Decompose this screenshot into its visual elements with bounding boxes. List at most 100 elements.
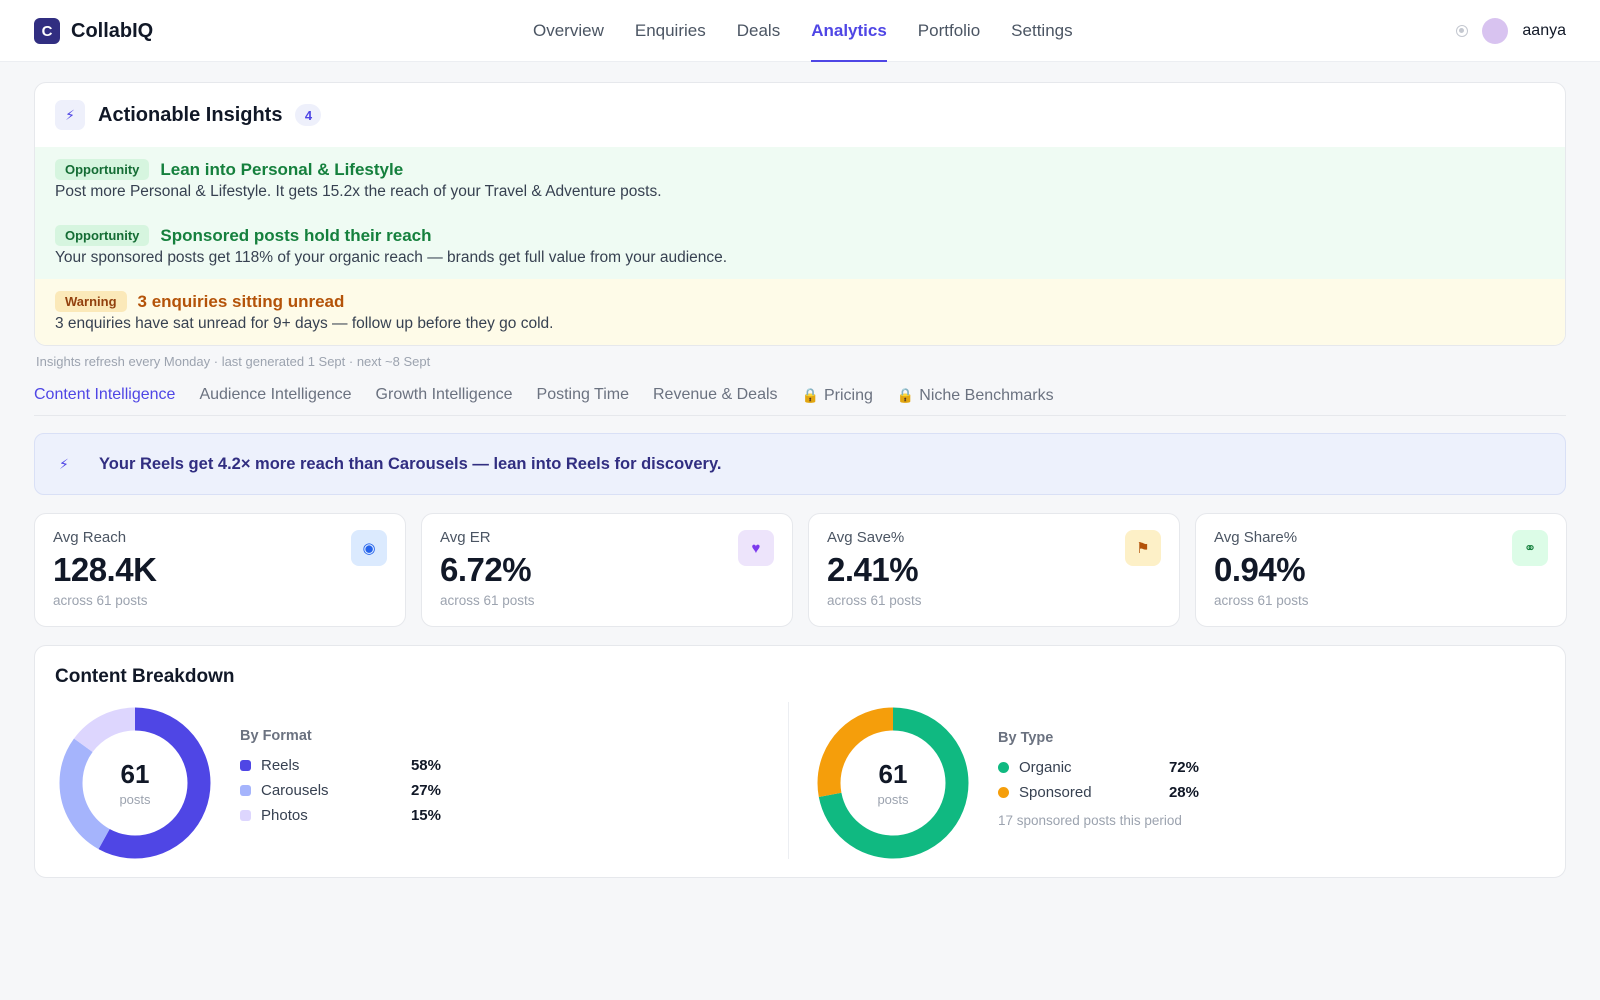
tab-niche-benchmarks-label: Niche Benchmarks — [919, 387, 1054, 404]
username[interactable]: aanya — [1522, 22, 1566, 39]
insights-refresh-note: Insights refresh every Monday · last gen… — [36, 354, 431, 369]
lock-icon: 🔒 — [801, 387, 819, 403]
type-total: 61 — [878, 759, 908, 789]
insight-title: Lean into Personal & Lifestyle — [160, 159, 404, 179]
legend-swatch — [240, 785, 251, 796]
format-legend: By Format Reels 58% Carousels 27% Photos… — [240, 728, 441, 828]
format-total: 61 — [120, 759, 150, 789]
content-breakdown-card: Content Breakdown 61 posts By Format Ree… — [34, 645, 1566, 878]
link-icon: ⚭ — [1512, 530, 1548, 566]
type-donut-svg — [817, 707, 969, 859]
tab-audience-intelligence[interactable]: Audience Intelligence — [199, 386, 352, 403]
theme-toggle-icon[interactable] — [1456, 25, 1469, 37]
lock-icon: 🔒 — [896, 387, 915, 403]
tab-posting-time[interactable]: Posting Time — [536, 386, 629, 403]
legend-swatch — [998, 762, 1009, 773]
stat-card-avg-er: Avg ER 6.72% across 61 posts ♥ — [421, 513, 793, 627]
target-icon: ◉ — [351, 530, 387, 566]
insight-banner: ⚡ Your Reels get 4.2× more reach than Ca… — [34, 433, 1566, 495]
brand-name: CollabIQ — [71, 19, 154, 42]
insights-count-badge: 4 — [295, 104, 322, 126]
stat-label: Avg Share% — [1214, 529, 1298, 546]
legend-swatch — [998, 787, 1009, 798]
type-legend: By Type Organic 72% Sponsored 28% 17 spo… — [998, 730, 1199, 828]
opportunity-tag: Opportunity — [55, 225, 150, 246]
top-nav-bar: C CollabIQ Overview Enquiries Deals Anal… — [0, 0, 1600, 62]
tab-pricing[interactable]: 🔒 Pricing — [802, 374, 873, 415]
stat-label: Avg ER — [440, 529, 491, 546]
format-slice-photos — [59, 707, 211, 859]
warning-tag: Warning — [55, 291, 127, 312]
format-donut-svg — [59, 707, 211, 859]
nav-enquiries[interactable]: Enquiries — [634, 21, 706, 40]
banner-text: Your Reels get 4.2× more reach than Caro… — [99, 454, 722, 473]
format-donut-chart: 61 posts — [55, 703, 215, 863]
insights-header: ⚡ Actionable Insights 4 — [35, 83, 1565, 147]
stat-value: 2.41% — [827, 551, 919, 588]
stat-value: 0.94% — [1214, 551, 1306, 588]
nav-portfolio[interactable]: Portfolio — [917, 21, 981, 40]
legend-item-sponsored: Sponsored 28% — [998, 780, 1199, 805]
insight-item[interactable]: Opportunity Lean into Personal & Lifesty… — [35, 147, 1565, 213]
stat-label: Avg Save% — [827, 529, 905, 546]
main-nav: Overview Enquiries Deals Analytics Portf… — [533, 0, 1104, 62]
type-legend-heading: By Type — [998, 730, 1054, 746]
type-donut-chart: 61 posts — [813, 703, 973, 863]
legend-item-photos: Photos 15% — [240, 803, 441, 828]
format-slice-carousels — [59, 707, 211, 859]
stat-label: Avg Reach — [53, 529, 127, 546]
tab-content-intelligence[interactable]: Content Intelligence — [34, 386, 176, 403]
insight-title: Sponsored posts hold their reach — [160, 225, 432, 245]
tab-revenue-deals[interactable]: Revenue & Deals — [653, 386, 778, 403]
nav-settings[interactable]: Settings — [1011, 21, 1073, 40]
legend-pct: 27% — [410, 782, 441, 799]
legend-pct: 58% — [410, 757, 441, 774]
user-menu[interactable]: aanya — [1456, 18, 1566, 44]
insight-item[interactable]: Warning 3 enquiries sitting unread 3 enq… — [35, 279, 1565, 345]
tab-niche-benchmarks[interactable]: 🔒 Niche Benchmarks — [897, 374, 1054, 415]
opportunity-tag: Opportunity — [55, 159, 150, 180]
legend-swatch — [240, 760, 251, 771]
analytics-tabs: Content Intelligence Audience Intelligen… — [34, 374, 1566, 416]
stat-card-avg-save: Avg Save% 2.41% across 61 posts ⚑ — [808, 513, 1180, 627]
legend-swatch — [240, 810, 251, 821]
legend-label: Carousels — [261, 782, 329, 799]
brand[interactable]: C CollabIQ — [34, 18, 153, 44]
nav-deals[interactable]: Deals — [736, 21, 781, 40]
legend-item-carousels: Carousels 27% — [240, 778, 441, 803]
flag-icon: ⚑ — [1125, 530, 1161, 566]
sponsored-posts-note: 17 sponsored posts this period — [998, 813, 1182, 828]
lightning-icon: ⚡ — [59, 455, 69, 472]
insights-title: Actionable Insights — [98, 103, 283, 126]
legend-label: Sponsored — [1019, 784, 1092, 801]
legend-pct: 15% — [410, 807, 441, 824]
legend-label: Reels — [261, 757, 300, 774]
actionable-insights-card: ⚡ Actionable Insights 4 Opportunity Lean… — [34, 82, 1566, 346]
legend-item-reels: Reels 58% — [240, 753, 441, 778]
format-total-label: posts — [119, 792, 151, 807]
format-legend-heading: By Format — [240, 728, 312, 744]
stat-subtext: across 61 posts — [1214, 593, 1309, 608]
insight-description: Your sponsored posts get 118% of your or… — [55, 249, 728, 266]
stat-card-avg-share: Avg Share% 0.94% across 61 posts ⚭ — [1195, 513, 1567, 627]
legend-pct: 72% — [1168, 759, 1199, 776]
insight-description: 3 enquiries have sat unread for 9+ days … — [55, 315, 554, 332]
breakdown-title: Content Breakdown — [55, 666, 235, 687]
legend-label: Photos — [261, 807, 308, 824]
nav-overview[interactable]: Overview — [533, 21, 604, 40]
stat-subtext: across 61 posts — [53, 593, 148, 608]
insight-item[interactable]: Opportunity Sponsored posts hold their r… — [35, 213, 1565, 279]
stat-value: 6.72% — [440, 551, 532, 588]
stat-card-avg-reach: Avg Reach 128.4K across 61 posts ◉ — [34, 513, 406, 627]
lightning-icon: ⚡ — [55, 100, 85, 130]
nav-analytics[interactable]: Analytics — [811, 0, 887, 62]
type-slice-sponsored — [817, 707, 969, 859]
brand-logo: C — [34, 18, 60, 44]
heart-icon: ♥ — [738, 530, 774, 566]
legend-label: Organic — [1019, 759, 1072, 776]
breakdown-divider — [788, 702, 789, 859]
avatar[interactable] — [1482, 18, 1509, 44]
insight-title: 3 enquiries sitting unread — [137, 291, 345, 311]
insight-description: Post more Personal & Lifestyle. It gets … — [55, 183, 662, 200]
tab-growth-intelligence[interactable]: Growth Intelligence — [375, 386, 513, 403]
